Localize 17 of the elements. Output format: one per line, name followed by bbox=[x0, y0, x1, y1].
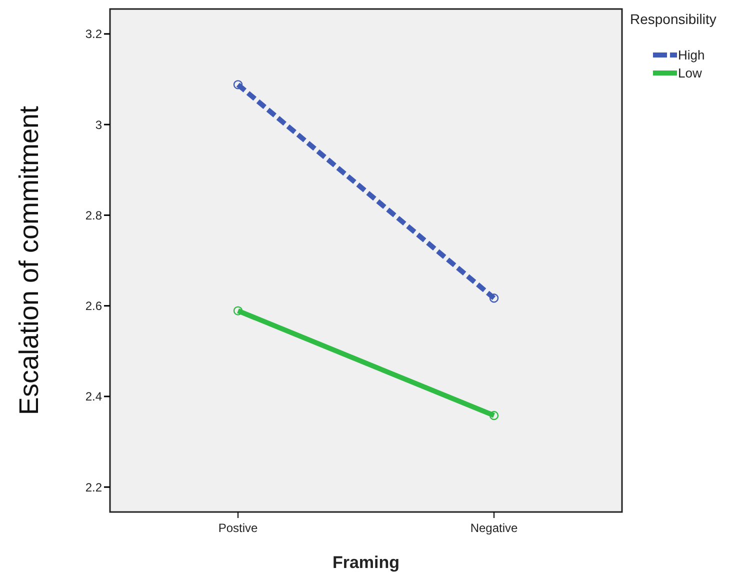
point bbox=[233, 80, 243, 90]
y-tick-label: 3.2 bbox=[85, 27, 102, 42]
legend-label: Low bbox=[678, 66, 702, 81]
y-tick-label: 3 bbox=[95, 118, 102, 132]
legend-label: High bbox=[678, 48, 705, 63]
legend-title: Responsibility bbox=[630, 11, 716, 27]
x-tick-label: Negative bbox=[470, 521, 518, 535]
point bbox=[489, 410, 499, 420]
y-tick-label: 2.8 bbox=[85, 208, 102, 222]
point bbox=[489, 294, 499, 303]
y-axis-title: Escalation of commitment bbox=[14, 105, 44, 416]
x-tick-label: Postive bbox=[218, 521, 258, 535]
point bbox=[233, 306, 243, 316]
y-tick-label: 2.2 bbox=[85, 480, 102, 494]
y-tick-label: 2.6 bbox=[85, 299, 102, 314]
y-tick-label: 2.4 bbox=[85, 390, 102, 404]
x-axis-title: Framing bbox=[332, 553, 400, 572]
